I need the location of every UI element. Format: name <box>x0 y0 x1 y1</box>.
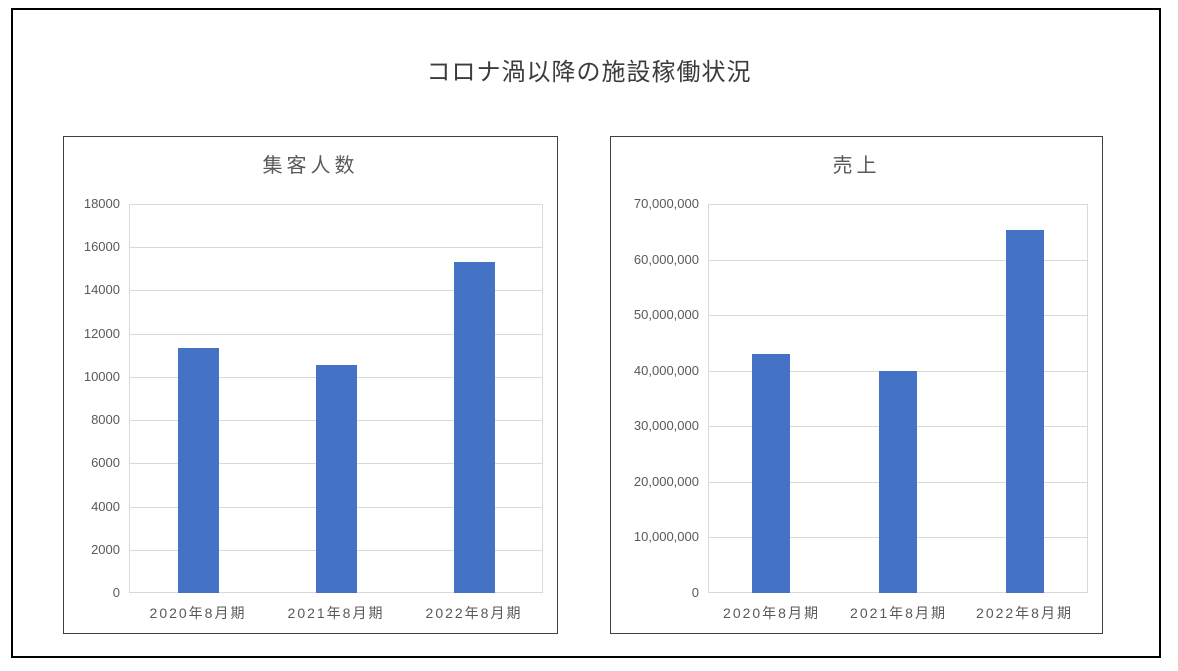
bar-visitors-3 <box>454 262 495 593</box>
x-axis-label: 2020年8月期 <box>149 605 247 621</box>
y-tick-label: 60,000,000 <box>633 252 699 267</box>
y-tick-label: 0 <box>691 585 699 600</box>
y-tick-label: 0 <box>112 585 120 600</box>
gridline <box>129 333 543 335</box>
chart-title-sales: 売上 <box>832 155 881 177</box>
y-tick-label: 50,000,000 <box>633 307 699 322</box>
y-tick-label: 40,000,000 <box>633 363 699 378</box>
chart-panel-visitors: 集客人数 0 2000 4000 6000 8000 10000 12000 14000 160… <box>63 136 558 634</box>
y-tick-label: 10,000,000 <box>633 529 699 544</box>
y-tick-label: 16000 <box>83 239 120 254</box>
x-axis-label: 2022年8月期 <box>425 605 523 621</box>
y-tick-label: 18000 <box>83 196 120 211</box>
y-tick-label: 4000 <box>91 499 120 514</box>
y-tick-label: 12000 <box>83 326 120 341</box>
y-tick-label: 30,000,000 <box>633 418 699 433</box>
outer-border <box>11 8 1161 658</box>
main-title: コロナ渦以降の施設稼働状況 <box>426 59 752 86</box>
x-axis-label: 2021年8月期 <box>287 605 385 621</box>
bar-visitors-1 <box>178 348 219 593</box>
x-axis-label: 2022年8月期 <box>976 605 1073 621</box>
y-tick-label: 14000 <box>83 282 120 297</box>
gridline <box>129 289 543 291</box>
gridline <box>708 314 1088 316</box>
y-tick-label: 70,000,000 <box>633 196 699 211</box>
gridline <box>708 259 1088 261</box>
bar-sales-1 <box>752 354 790 593</box>
chart-title-visitors: 集客人数 <box>262 155 359 177</box>
y-tick-label: 20,000,000 <box>633 474 699 489</box>
y-tick-label: 2000 <box>91 542 120 557</box>
gridline <box>129 246 543 248</box>
x-axis-label: 2020年8月期 <box>723 605 820 621</box>
y-tick-label: 8000 <box>91 412 120 427</box>
bar-visitors-2 <box>316 365 357 593</box>
y-tick-label: 10000 <box>83 369 120 384</box>
chart-panel-sales: 売上 0 10,000,000 20,000,000 30,000,000 40,000… <box>610 136 1103 634</box>
y-tick-label: 6000 <box>91 455 120 470</box>
x-axis-label: 2021年8月期 <box>850 605 947 621</box>
bar-sales-2 <box>879 371 917 593</box>
bar-sales-3 <box>1006 230 1044 593</box>
